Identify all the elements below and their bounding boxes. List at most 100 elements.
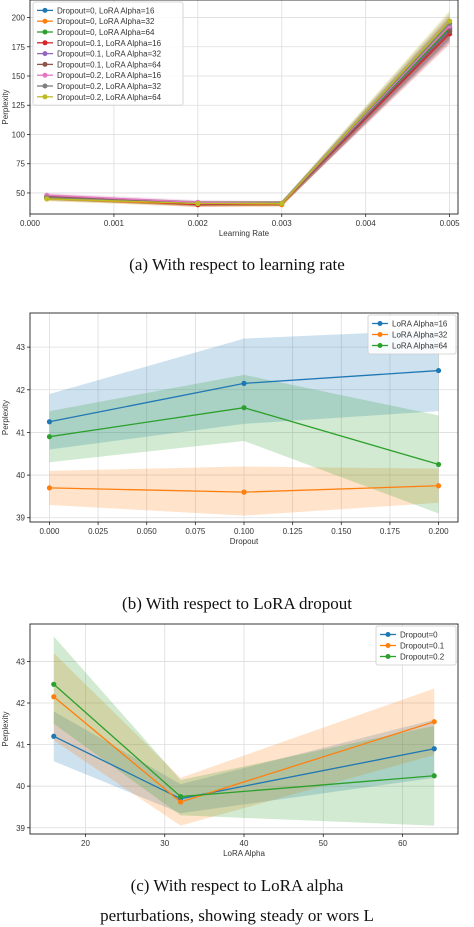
- caption-c: (c) With respect to LoRA alpha: [130, 876, 344, 895]
- x-tick-label: 0.150: [331, 527, 352, 536]
- legend-marker: [385, 654, 391, 659]
- legend-marker: [42, 83, 48, 89]
- x-tick-label: 60: [398, 839, 407, 848]
- legend-marker: [377, 332, 383, 337]
- y-tick-label: 42: [16, 386, 25, 395]
- y-tick-label: 42: [16, 699, 25, 708]
- legend-label: Dropout=0.2, LoRA Alpha=64: [57, 93, 162, 102]
- y-tick-label: 175: [12, 43, 26, 52]
- data-point: [177, 799, 184, 805]
- x-tick-label: 0.175: [380, 527, 401, 536]
- y-tick-label: 41: [16, 741, 25, 750]
- y-axis-label: Perplexity: [1, 89, 10, 124]
- x-tick-label: 30: [160, 839, 169, 848]
- y-tick-label: 100: [12, 130, 26, 139]
- data-point: [435, 461, 442, 468]
- x-tick-label: 0.050: [137, 527, 158, 536]
- legend-marker: [377, 321, 383, 326]
- chart-panel-a: 0.000 0.001 0.002 0.003 0.004 0.005 50 75 100 125…: [0, 0, 474, 274]
- x-tick-label: 20: [81, 839, 90, 848]
- legend-marker: [42, 94, 48, 100]
- y-tick-label: 75: [16, 160, 25, 169]
- legend-marker: [42, 18, 48, 24]
- y-tick-label: 200: [12, 14, 26, 23]
- caption-b: (b) With respect to LoRA dropout: [122, 594, 352, 613]
- data-point: [44, 196, 50, 202]
- y-axis-label: Perplexity: [1, 711, 10, 746]
- x-tick-label: 0.005: [440, 219, 461, 228]
- legend-marker: [385, 643, 391, 648]
- x-tick-label: 0.000: [39, 527, 60, 536]
- confidence-band: [53, 711, 435, 814]
- data-point: [447, 28, 453, 35]
- y-tick-label: 43: [16, 343, 25, 352]
- legend-marker: [42, 61, 48, 67]
- legend-label: Dropout=0: [400, 631, 438, 640]
- legend-label: Dropout=0.2, LoRA Alpha=16: [57, 71, 162, 80]
- legend-label: Dropout=0.2, LoRA Alpha=32: [57, 82, 162, 91]
- chart-b-svg: 0.000 0.025 0.050 0.075 0.100 0.125 0.150 0.175…: [1, 312, 459, 546]
- data-point: [51, 681, 57, 687]
- data-point: [435, 367, 442, 374]
- data-point: [241, 405, 247, 411]
- legend-label: Dropout=0.1, LoRA Alpha=16: [57, 39, 162, 48]
- x-tick-label: 0.000: [20, 219, 41, 228]
- chart-panel-b: 0.000 0.025 0.050 0.075 0.100 0.125 0.150 0.175…: [0, 305, 474, 613]
- data-point: [46, 434, 53, 440]
- data-point: [46, 485, 53, 491]
- legend-label: Dropout=0.1: [400, 642, 445, 651]
- y-tick-label: 39: [16, 514, 25, 523]
- y-tick-label: 150: [12, 72, 26, 81]
- data-point: [46, 419, 53, 425]
- x-tick-label: 0.125: [283, 527, 304, 536]
- legend-marker: [42, 29, 48, 35]
- legend-label: Dropout=0, LoRA Alpha=32: [57, 17, 155, 26]
- legend-label: Dropout=0.1, LoRA Alpha=64: [57, 60, 162, 69]
- legend: Dropout=0 Dropout=0.1 Dropout=0.2: [375, 625, 457, 666]
- y-tick-label: 125: [12, 101, 26, 110]
- data-point: [241, 489, 247, 495]
- x-axis-label: Dropout: [230, 537, 259, 546]
- legend-box: [367, 314, 457, 355]
- legend-box: [375, 625, 457, 666]
- legend-label: LoRA Alpha=32: [392, 331, 448, 340]
- chart-c-svg: 20 30 40 50 60 39 40 41 42 43 LoRA Alpha Perplexity…: [1, 623, 459, 858]
- data-point: [447, 18, 453, 24]
- x-tick-label: 0.200: [429, 527, 450, 536]
- legend-label: LoRA Alpha=64: [392, 342, 448, 351]
- legend: Dropout=0, LoRA Alpha=16 Dropout=0, LoRA …: [32, 1, 184, 106]
- data-point: [435, 483, 442, 489]
- legend-marker: [385, 632, 391, 637]
- confidence-band: [49, 374, 439, 514]
- y-tick-label: 39: [16, 824, 25, 833]
- legend-label: Dropout=0, LoRA Alpha=64: [57, 28, 155, 37]
- legend-marker: [42, 72, 48, 78]
- legend-label: Dropout=0, LoRA Alpha=16: [57, 6, 155, 15]
- x-tick-label: 0.004: [356, 219, 377, 228]
- x-tick-label: 0.001: [104, 219, 125, 228]
- y-tick-label: 40: [16, 471, 25, 480]
- x-tick-label: 0.100: [234, 527, 255, 536]
- y-tick-label: 40: [16, 782, 25, 791]
- y-tick-label: 50: [16, 189, 25, 198]
- x-tick-label: 50: [319, 839, 328, 848]
- y-tick-label: 41: [16, 428, 25, 437]
- data-point: [431, 746, 437, 752]
- legend-marker: [42, 51, 48, 57]
- caption-a: (a) With respect to learning rate: [129, 255, 345, 274]
- data-point: [241, 380, 247, 386]
- x-tick-label: 0.075: [185, 527, 206, 536]
- plot-frame: [29, 0, 459, 215]
- y-axis-label: Perplexity: [1, 400, 10, 435]
- x-tick-label: 0.002: [188, 219, 209, 228]
- chart-a-svg: 0.000 0.001 0.002 0.003 0.004 0.005 50 75 100 125…: [1, 0, 461, 238]
- x-tick-label: 0.025: [88, 527, 109, 536]
- legend-marker: [42, 40, 48, 46]
- series-line: [46, 20, 451, 205]
- x-axis-label: Learning Rate: [219, 229, 270, 238]
- x-tick-label: 40: [240, 839, 249, 848]
- x-tick-label: 0.003: [272, 219, 293, 228]
- legend-label: Dropout=0.2: [400, 653, 445, 662]
- data-point: [195, 200, 201, 207]
- legend-marker: [377, 343, 383, 348]
